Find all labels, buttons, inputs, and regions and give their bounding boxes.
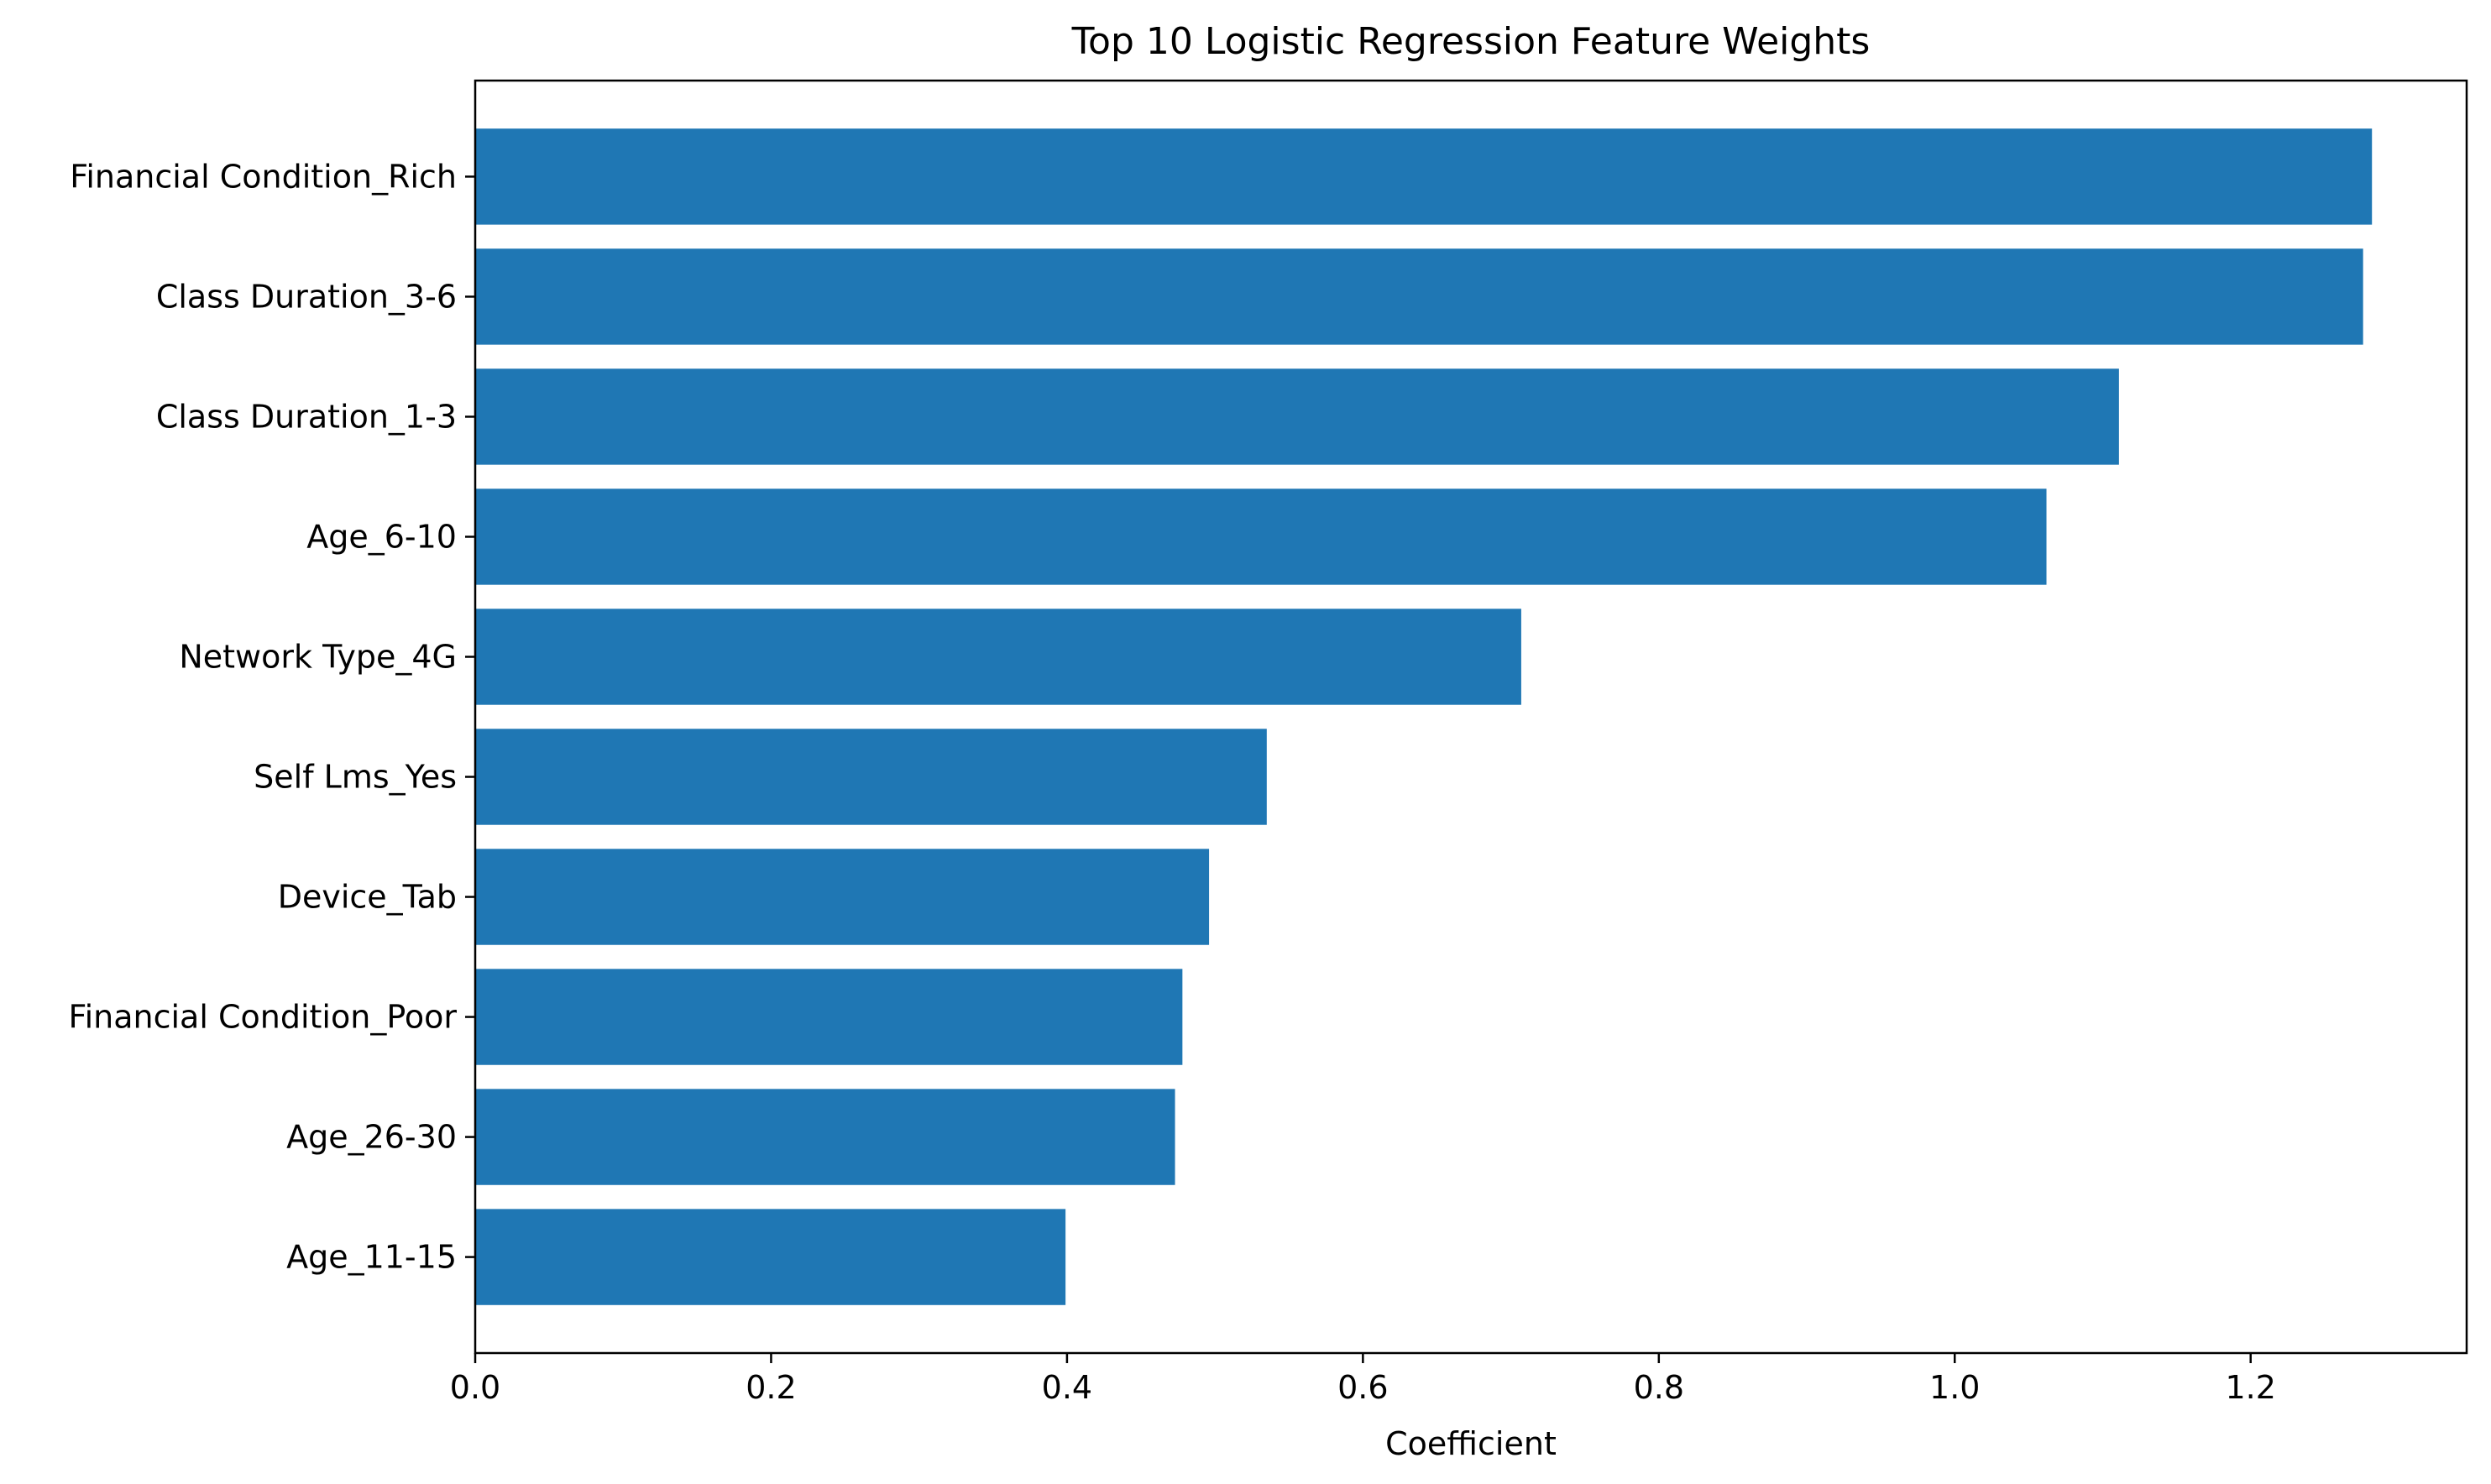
x-tick-label: 0.2 xyxy=(746,1369,796,1406)
y-tick-label: Class Duration_1-3 xyxy=(156,398,457,435)
y-axis-ticks: Financial Condition_Rich Class Duration_3… xyxy=(69,158,475,1276)
y-tick-label: Age_6-10 xyxy=(306,518,457,555)
y-tick-label: Financial Condition_Poor xyxy=(69,999,458,1036)
x-tick-label: 1.2 xyxy=(2225,1369,2275,1406)
axes-frame xyxy=(474,79,2468,1355)
bar xyxy=(475,849,1210,945)
bars-group xyxy=(475,128,2373,1305)
x-tick-label: 1.0 xyxy=(1929,1369,1980,1406)
x-axis-label: Coefficient xyxy=(1385,1425,1557,1462)
bar xyxy=(475,128,2373,225)
x-tick-label: 0.8 xyxy=(1634,1369,1684,1406)
bar xyxy=(475,368,2119,465)
bar xyxy=(475,969,1183,1065)
bar xyxy=(475,248,2363,345)
y-tick-label: Self Lms_Yes xyxy=(254,759,457,796)
chart-title: Top 10 Logistic Regression Feature Weigh… xyxy=(1071,20,1871,63)
bar xyxy=(475,1209,1066,1305)
y-tick-label: Class Duration_3-6 xyxy=(156,278,457,315)
y-tick-label: Financial Condition_Rich xyxy=(70,158,457,195)
x-tick-label: 0.4 xyxy=(1042,1369,1092,1406)
y-tick-label: Age_26-30 xyxy=(286,1119,457,1156)
x-tick-label: 0.6 xyxy=(1337,1369,1388,1406)
y-tick-label: Device_Tab xyxy=(278,879,457,916)
y-tick-label: Network Type_4G xyxy=(179,638,457,675)
bar xyxy=(475,1089,1175,1185)
bar xyxy=(475,489,2047,585)
x-axis-ticks: 0.0 0.2 0.4 0.6 0.8 1.0 1.2 xyxy=(450,1353,2276,1406)
bar xyxy=(475,729,1267,825)
y-tick-label: Age_11-15 xyxy=(286,1239,457,1276)
x-tick-label: 0.0 xyxy=(450,1369,500,1406)
bar xyxy=(475,609,1521,705)
